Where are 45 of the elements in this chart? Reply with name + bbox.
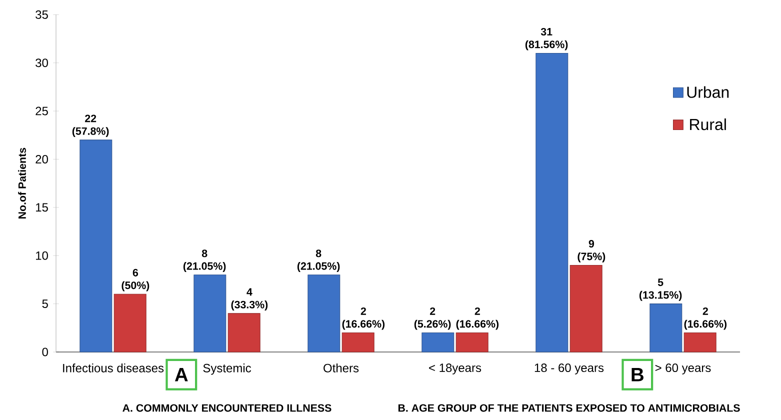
x-tick-label: Infectious diseases [63, 364, 164, 372]
data-label: 8 (21.05%) [183, 250, 226, 272]
y-tick-label: 35 [36, 10, 48, 19]
bar [650, 304, 682, 352]
bar [422, 332, 454, 352]
y-axis-title: No.of Patients [18, 148, 26, 218]
text: A. COMMONLY ENCOUNTERED ILLNESS [122, 404, 332, 412]
y-tick-label: 5 [42, 300, 48, 308]
x-tick-label: > 60 years [655, 364, 711, 374]
y-tick-label: 25 [36, 106, 48, 116]
bar [570, 264, 602, 352]
x-tick-label: Others [324, 364, 359, 372]
y-tick-label: 30 [36, 58, 48, 68]
data-label: 8 (21.05%) [297, 250, 340, 272]
bar [114, 294, 146, 352]
text: B. AGE GROUP OF THE PATIENTS EXPOSED TO ANTIMICROBIALS [398, 404, 740, 412]
bar [194, 274, 226, 352]
data-label: 2 (5.26%) [414, 307, 451, 330]
data-label: 22 (57.8%) [72, 114, 109, 138]
x-tick-label: 18 - 60 years [534, 364, 604, 374]
y-tick-label: 10 [36, 251, 48, 260]
text: A [174, 368, 188, 382]
data-label: 2 (16.66%) [684, 307, 727, 330]
x-tick-label: < 18years [429, 364, 482, 374]
text: B [632, 368, 644, 382]
bar [342, 332, 374, 352]
bar [456, 332, 488, 352]
data-label: 2 (16.66%) [456, 307, 499, 330]
data-label: 6 (50%) [122, 268, 150, 292]
x-tick-label: Systemic [203, 364, 252, 375]
bar [684, 332, 716, 352]
bar [308, 274, 340, 352]
y-tick-label: 15 [36, 203, 48, 212]
legend-label: Urban [687, 86, 729, 98]
data-label: 2 (16.66%) [342, 307, 385, 330]
legend-label: Rural [690, 118, 726, 130]
data-label: 31 (81.56%) [525, 28, 568, 50]
data-label: 4 (33.3%) [231, 288, 268, 311]
bar [80, 140, 112, 352]
y-tick-label: 0 [42, 348, 48, 356]
y-tick-label: 20 [36, 154, 48, 164]
bar [228, 313, 260, 352]
bar [536, 52, 568, 352]
data-label: 5 (13.15%) [639, 278, 682, 301]
data-label: 9 (75%) [578, 240, 606, 262]
